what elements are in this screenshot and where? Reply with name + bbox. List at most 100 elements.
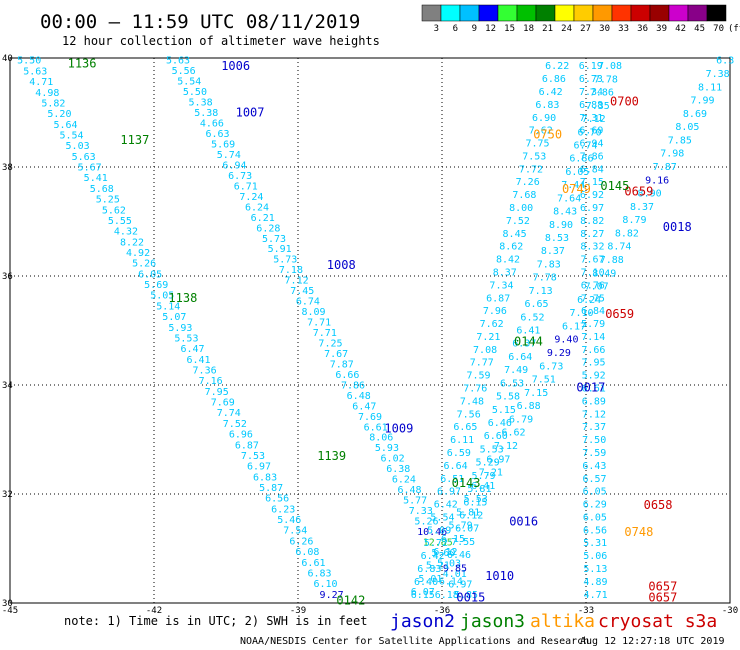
swh-value: 6.66: [335, 370, 359, 381]
colorbar-label: 18: [523, 24, 534, 34]
pass-time-label: 0658: [644, 498, 673, 512]
swh-value: 6.26: [289, 536, 313, 547]
colorbar-swatch: [535, 4, 556, 22]
swh-value: 5.93: [168, 323, 192, 334]
swh-value: 7.75: [581, 293, 605, 304]
colorbar-swatch: [611, 4, 632, 22]
swh-value: 6.83: [253, 472, 277, 483]
pass-time-label: 0144: [514, 334, 543, 348]
colorbar-unit: (ft): [728, 24, 740, 34]
swh-value: 7.85: [668, 135, 692, 146]
swh-value: 4.71: [584, 590, 608, 601]
swh-value: 7.13: [529, 286, 553, 297]
swh-value: 7.62: [480, 319, 504, 330]
colorbar-swatch: [554, 4, 575, 22]
swh-value: 7.69: [358, 412, 382, 423]
swh-value: 4.32: [114, 227, 138, 238]
swh-value: 7.35: [586, 101, 610, 112]
swh-value: 4.89: [583, 577, 607, 588]
swh-value: 7.98: [660, 149, 684, 160]
swh-value: 5.50: [183, 87, 207, 98]
swh-value: 8.79: [622, 215, 646, 226]
swh-value: 6.69: [579, 126, 603, 137]
plot-frame: [9, 57, 731, 604]
swh-value: 6.42: [434, 500, 458, 511]
swh-value: 6.90: [532, 113, 556, 124]
swh-value: 7.21: [476, 332, 500, 343]
swh-value: 7.86: [341, 380, 365, 391]
swh-value: 7.12: [582, 409, 606, 420]
swh-value: 8.37: [493, 267, 517, 278]
swh-value: 6.89: [582, 396, 606, 407]
swh-value: 8.37: [630, 202, 654, 213]
swh-value: 7.33: [409, 506, 433, 517]
swh-value: 5.73: [262, 234, 286, 245]
swh-value: 5.72: [424, 538, 448, 549]
colorbar-swatch: [478, 4, 499, 22]
swh-value: 9.40: [554, 335, 578, 346]
swh-value: 7.95: [205, 387, 229, 398]
x-tick-label: -36: [434, 606, 450, 616]
swh-value: 6.19: [579, 61, 603, 72]
swh-value: 7.34: [489, 280, 513, 291]
swh-value: 7.44: [561, 180, 585, 191]
swh-value: 6.42: [539, 87, 563, 98]
pass-time-label: 1137: [120, 133, 149, 147]
swh-value: 7.74: [217, 408, 241, 419]
y-tick-label: 32: [2, 490, 13, 500]
swh-value: 5.38: [194, 108, 218, 119]
swh-value: 7.12: [494, 441, 518, 452]
swh-value: 6.84: [581, 306, 605, 317]
swh-value: 7.15: [580, 177, 604, 188]
footer-note: note: 1) Time is in UTC; 2) SWH is in fe…: [64, 614, 367, 628]
colorbar-label: 9: [472, 24, 477, 34]
swh-value: 6.92: [580, 190, 604, 201]
pass-time-label: 0750: [533, 127, 562, 141]
swh-value: 5.21: [426, 561, 450, 572]
pass-time-label: 0015: [456, 591, 485, 605]
swh-value: 5.55: [108, 216, 132, 227]
swh-value: 5.81: [467, 484, 491, 495]
colorbar-label: 15: [504, 24, 515, 34]
colorbar-label: 12: [485, 24, 496, 34]
swh-value: 5.77: [403, 496, 427, 507]
swh-value: 6.63: [205, 129, 229, 140]
swh-value: 5.91: [268, 244, 292, 255]
swh-value: 5.14: [156, 301, 180, 312]
pass-time-label: 0018: [663, 220, 692, 234]
swh-value: 7.38: [706, 69, 730, 80]
swh-value: 6.24: [392, 475, 416, 486]
swh-value: 5.25: [96, 195, 120, 206]
y-tick-label: 38: [2, 163, 13, 173]
swh-value: 7.78: [594, 74, 618, 85]
swh-value: 6.86: [542, 74, 566, 85]
swh-value: 5.63: [72, 152, 96, 163]
swh-value: 6.79: [509, 414, 533, 425]
y-tick-label: 36: [2, 272, 13, 282]
swh-value: 8.90: [549, 220, 573, 231]
swh-value: 8.90: [638, 189, 662, 200]
swh-value: 6.10: [314, 579, 338, 590]
swh-value: 5.81: [456, 507, 480, 518]
swh-value: 5.69: [144, 280, 168, 291]
swh-value: 6.40: [414, 577, 438, 588]
swh-value: 7.45: [290, 286, 314, 297]
swh-value: 6.51: [440, 474, 464, 485]
swh-value: 8.42: [496, 255, 520, 266]
swh-value: 6.48: [347, 391, 371, 402]
colorbar-label: 24: [561, 24, 572, 34]
pass-time-label: 0143: [452, 476, 481, 490]
swh-value: 6.61: [582, 384, 606, 395]
swh-value: 5.26: [132, 259, 156, 270]
swh-value: 5.68: [90, 184, 114, 195]
swh-value: 6.41: [471, 481, 495, 492]
swh-value: 7.50: [582, 435, 606, 446]
swh-value: 7.52: [506, 216, 530, 227]
legend-altika: altika: [530, 611, 595, 632]
swh-value: 5.64: [53, 120, 77, 131]
swh-value: 6.74: [573, 140, 597, 151]
pass-time-label: 1010: [485, 569, 514, 583]
colorbar-label: 36: [637, 24, 648, 34]
swh-value: 5.09: [427, 525, 451, 536]
